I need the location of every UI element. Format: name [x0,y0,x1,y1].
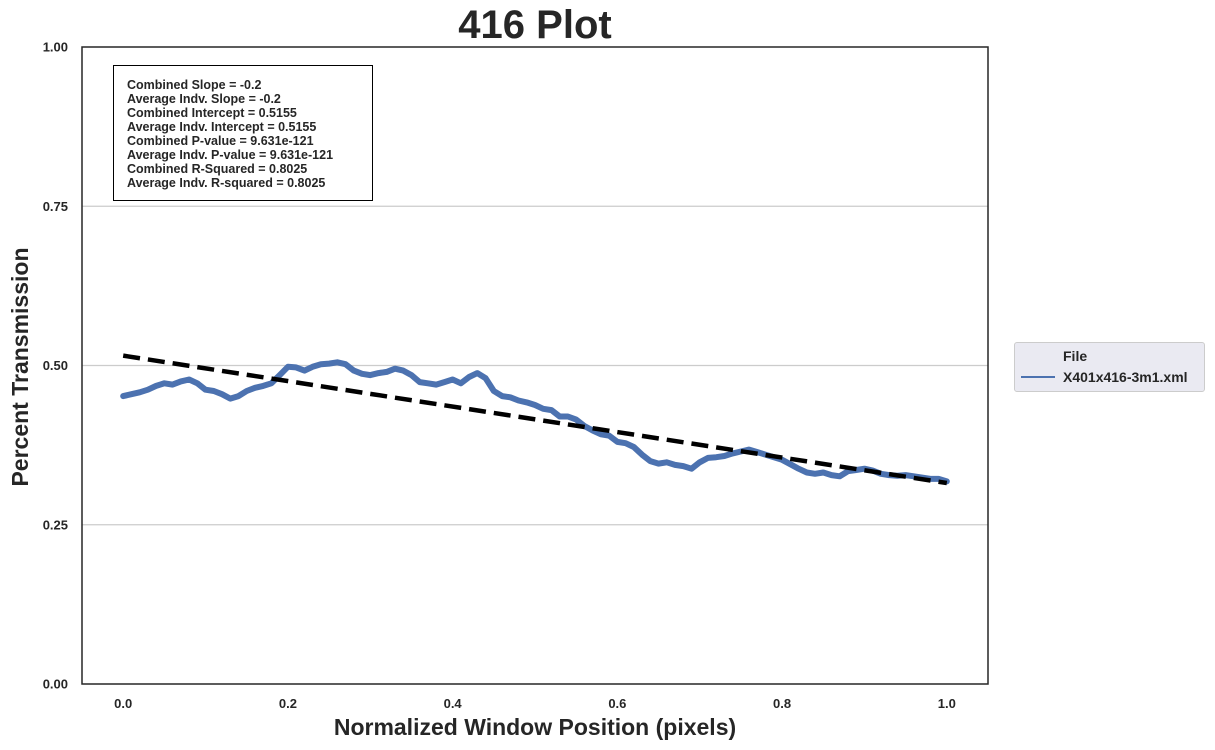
stat-average-intercept: Average Indv. Intercept = 0.5155 [127,120,317,134]
plot-frame [81,46,989,685]
chart-title: 416 Plot [458,3,612,47]
y-tick-label: 0.25 [43,517,68,532]
regression-stats-box: Combined Slope = -0.2 Average Indv. Slop… [113,65,373,201]
y-tick-label: 0.75 [43,199,68,214]
legend-entry: X401x416-3m1.xml [1063,369,1188,385]
stat-combined-r-squared: Combined R-Squared = 0.8025 [127,162,308,176]
x-tick-label: 1.0 [938,696,956,711]
legend-title: File [1063,348,1088,364]
y-tick-label: 1.00 [43,40,68,55]
stat-average-slope: Average Indv. Slope = -0.2 [127,92,281,106]
y-tick-label: 0.50 [43,358,68,373]
regression-line [122,353,948,486]
y-tick-label: 0.00 [43,677,68,692]
stat-combined-intercept: Combined Intercept = 0.5155 [127,106,297,120]
legend: File X401x416-3m1.xml [1014,342,1205,392]
x-tick-label: 0.0 [114,696,132,711]
stat-average-r-squared: Average Indv. R-squared = 0.8025 [127,176,326,190]
stat-average-p-value: Average Indv. P-value = 9.631e-121 [127,148,334,162]
x-tick-label: 0.6 [608,696,626,711]
x-tick-label: 0.4 [444,696,463,711]
x-axis-label: Normalized Window Position (pixels) [333,714,737,740]
x-tick-label: 0.2 [279,696,297,711]
stat-combined-p-value: Combined P-value = 9.631e-121 [127,134,314,148]
stat-combined-slope: Combined Slope = -0.2 [127,78,262,92]
legend-line-swatch [1021,376,1055,378]
series-line-0 [120,359,950,485]
x-tick-label: 0.8 [773,696,791,711]
y-axis-label: Percent Transmission [7,247,33,487]
